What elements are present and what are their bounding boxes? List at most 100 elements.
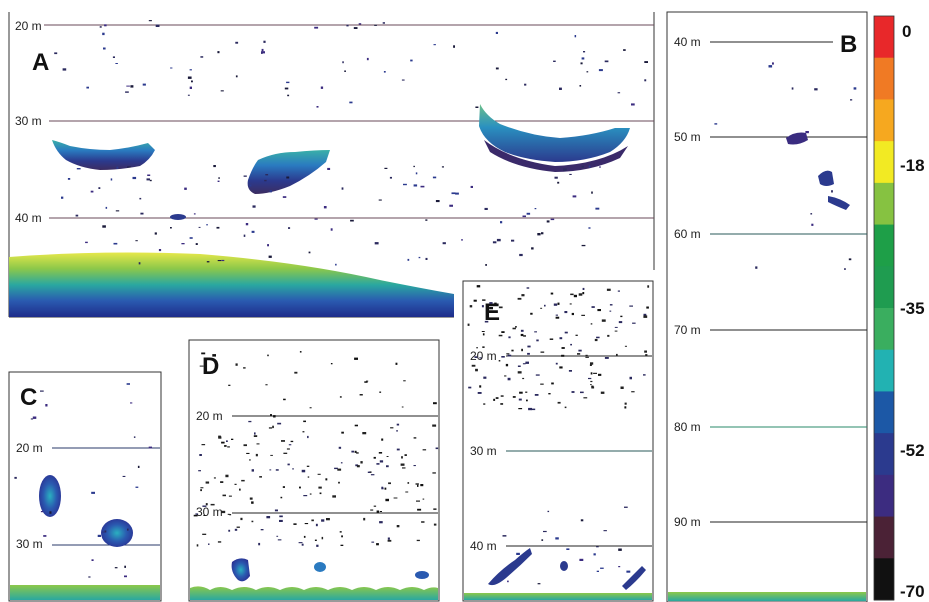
echo-speck xyxy=(135,240,138,242)
echo-speck xyxy=(287,463,290,466)
echo-speck xyxy=(624,406,627,409)
echo-speck xyxy=(415,483,419,485)
echo-speck xyxy=(98,187,101,189)
echo-speck xyxy=(618,321,623,324)
echo-speck xyxy=(471,364,476,367)
echo-speck xyxy=(130,402,133,404)
echo-speck xyxy=(530,312,533,315)
echo-speck xyxy=(217,180,220,182)
echo-speck xyxy=(416,500,420,502)
echo-speck xyxy=(340,544,344,546)
echo-speck xyxy=(243,444,247,447)
echo-speck xyxy=(381,486,384,489)
panel-letter-e: E xyxy=(484,299,500,326)
colorbar-cell xyxy=(874,391,894,434)
echo-speck xyxy=(505,78,508,81)
echo-speck xyxy=(268,255,272,258)
echo-speck xyxy=(314,26,319,29)
echo-speck xyxy=(335,263,337,266)
echo-speck xyxy=(618,566,621,568)
fish-cluster-d3 xyxy=(415,571,429,579)
echo-speck xyxy=(595,207,600,210)
echo-speck xyxy=(420,185,425,188)
echo-speck xyxy=(260,529,264,531)
echo-speck xyxy=(339,531,342,533)
echo-speck xyxy=(241,479,245,482)
echo-speck xyxy=(342,61,344,64)
echo-speck xyxy=(359,394,363,396)
echo-speck xyxy=(402,467,406,469)
echo-speck xyxy=(453,45,455,48)
echo-speck xyxy=(231,438,234,440)
echo-speck xyxy=(531,408,536,411)
echo-speck xyxy=(210,503,215,506)
echo-speck xyxy=(413,165,415,168)
echo-speck xyxy=(290,440,294,443)
echo-speck xyxy=(508,336,511,339)
echo-speck xyxy=(32,416,37,419)
echo-speck xyxy=(384,487,387,490)
echo-speck xyxy=(420,484,424,487)
echo-speck xyxy=(557,181,560,184)
echo-speck xyxy=(221,510,226,514)
echo-speck xyxy=(311,519,314,522)
echo-speck xyxy=(609,310,612,312)
echo-speck xyxy=(212,354,216,357)
colorbar-cell xyxy=(874,224,894,267)
echo-speck xyxy=(386,456,389,457)
echo-speck xyxy=(643,313,647,316)
echo-speck xyxy=(261,48,264,52)
echo-speck xyxy=(338,481,340,484)
echo-speck xyxy=(540,307,543,309)
echo-speck xyxy=(568,370,572,372)
echo-speck xyxy=(363,517,366,521)
echo-speck xyxy=(374,242,379,245)
colorbar-cells xyxy=(874,16,894,601)
echo-speck xyxy=(433,402,437,405)
echo-speck xyxy=(644,350,647,353)
echo-speck xyxy=(114,567,118,569)
echo-speck xyxy=(362,432,367,435)
echo-speck xyxy=(559,87,562,90)
echo-speck xyxy=(205,503,208,506)
echo-speck xyxy=(455,192,459,195)
echo-speck xyxy=(601,319,606,322)
echo-speck xyxy=(299,486,301,489)
panel-letter-c: C xyxy=(20,384,37,411)
echo-speck xyxy=(353,27,358,29)
fish-cluster-d2 xyxy=(314,562,326,572)
echo-speck xyxy=(274,509,278,512)
echo-speck xyxy=(475,368,478,372)
seabed-d xyxy=(190,586,438,600)
echo-speck xyxy=(473,299,477,302)
echo-speck xyxy=(286,176,290,179)
echo-speck xyxy=(525,391,528,393)
echo-speck xyxy=(373,456,376,459)
echo-speck xyxy=(591,191,593,194)
echo-speck xyxy=(624,345,627,347)
echo-speck xyxy=(585,356,589,358)
echo-speck xyxy=(222,494,226,497)
echo-speck xyxy=(600,567,604,569)
seabed-a xyxy=(9,252,454,317)
echo-speck xyxy=(142,83,146,86)
echo-speck xyxy=(495,31,498,34)
echo-speck xyxy=(354,450,357,453)
echo-speck xyxy=(522,363,526,365)
echo-speck xyxy=(388,482,391,485)
echo-speck xyxy=(624,506,628,508)
echo-speck xyxy=(97,534,101,537)
echo-speck xyxy=(425,257,428,260)
echo-speck xyxy=(288,227,291,229)
echo-speck xyxy=(631,103,635,106)
echo-speck xyxy=(155,24,160,27)
echo-speck xyxy=(240,517,243,521)
echo-speck xyxy=(482,299,486,301)
echo-speck xyxy=(221,259,225,262)
echo-speck xyxy=(396,423,400,426)
echo-speck xyxy=(585,354,588,357)
fish-streak-e2 xyxy=(622,566,646,590)
echo-speck xyxy=(555,362,558,365)
depth-label-40m: 40 m xyxy=(674,35,701,49)
echo-speck xyxy=(396,448,400,451)
